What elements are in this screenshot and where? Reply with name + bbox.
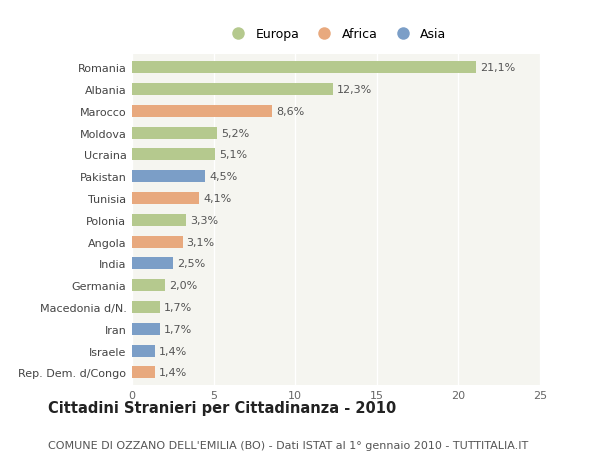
Bar [132, 301, 160, 313]
Bar [132, 323, 160, 335]
Text: 12,3%: 12,3% [337, 85, 372, 95]
Text: 4,1%: 4,1% [203, 194, 231, 204]
Text: 1,7%: 1,7% [164, 302, 192, 312]
Text: 1,7%: 1,7% [164, 324, 192, 334]
Text: 5,1%: 5,1% [220, 150, 247, 160]
Text: 8,6%: 8,6% [277, 106, 305, 117]
Bar [132, 84, 333, 96]
Text: 3,3%: 3,3% [190, 215, 218, 225]
Text: 21,1%: 21,1% [481, 63, 515, 73]
Bar [132, 62, 476, 74]
Bar [132, 193, 199, 205]
Text: 3,1%: 3,1% [187, 237, 215, 247]
Text: 1,4%: 1,4% [159, 368, 187, 377]
Text: Cittadini Stranieri per Cittadinanza - 2010: Cittadini Stranieri per Cittadinanza - 2… [48, 400, 396, 415]
Bar [132, 106, 272, 118]
Text: 2,5%: 2,5% [177, 259, 205, 269]
Text: COMUNE DI OZZANO DELL'EMILIA (BO) - Dati ISTAT al 1° gennaio 2010 - TUTTITALIA.I: COMUNE DI OZZANO DELL'EMILIA (BO) - Dati… [48, 440, 528, 450]
Bar [132, 345, 155, 357]
Bar [132, 149, 215, 161]
Text: 4,5%: 4,5% [209, 172, 238, 182]
Bar [132, 128, 217, 140]
Text: 5,2%: 5,2% [221, 129, 249, 138]
Bar [132, 236, 182, 248]
Bar [132, 258, 173, 270]
Bar [132, 280, 164, 291]
Bar [132, 367, 155, 379]
Bar [132, 171, 205, 183]
Text: 1,4%: 1,4% [159, 346, 187, 356]
Bar [132, 214, 186, 226]
Text: 2,0%: 2,0% [169, 280, 197, 291]
Legend: Europa, Africa, Asia: Europa, Africa, Asia [226, 28, 446, 41]
